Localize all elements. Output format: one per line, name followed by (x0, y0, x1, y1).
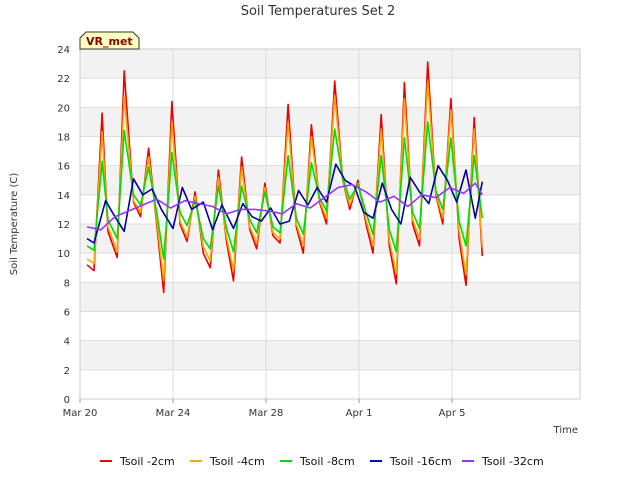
plot-band (80, 311, 580, 341)
station-badge: VR_met (79, 31, 140, 50)
y-tick-label: 22 (57, 74, 70, 85)
plot-band (80, 194, 580, 224)
series-lines (86, 61, 484, 294)
x-tick-label: Apr 1 (346, 408, 373, 419)
y-tick-label: 20 (57, 103, 70, 114)
x-axis: Mar 20 Mar 24 Mar 28 Apr 1 Apr 5 (63, 399, 466, 419)
y-tick-label: 18 (57, 133, 70, 144)
y-tick-label: 6 (64, 308, 70, 319)
legend: Tsoil -2cm Tsoil -4cm Tsoil -8cm Tsoil -16c… (100, 455, 544, 468)
legend-label: Tsoil -8cm (299, 455, 355, 468)
badge-shape (79, 31, 140, 50)
legend-label: Tsoil -4cm (209, 455, 265, 468)
plot-band (80, 253, 580, 283)
chart-title: Soil Temperatures Set 2 (241, 4, 396, 19)
y-tick-label: 4 (64, 337, 70, 348)
x-tick-label: Mar 28 (249, 408, 284, 419)
legend-label: Tsoil -32cm (481, 455, 544, 468)
x-axis-label: Time (553, 425, 578, 436)
y-axis-label: Soil Temperature (C) (9, 173, 20, 276)
legend-label: Tsoil -16cm (389, 455, 452, 468)
plot-frame (79, 48, 581, 400)
badge-label: VR_met (86, 35, 133, 48)
plot-band (80, 340, 580, 370)
y-tick-label: 14 (57, 191, 70, 202)
plot-band (80, 107, 580, 137)
x-tick-label: Mar 24 (156, 408, 191, 419)
plot-band (80, 78, 580, 108)
plot-band (80, 224, 580, 254)
y-tick-label: 24 (57, 45, 70, 56)
x-tick-label: Apr 5 (439, 408, 466, 419)
plot-band (80, 369, 580, 399)
plot-band (80, 49, 580, 79)
y-tick-label: 2 (64, 366, 70, 377)
y-tick-label: 12 (57, 220, 70, 231)
y-tick-label: 0 (64, 395, 70, 406)
y-tick-label: 16 (57, 162, 70, 173)
series-line-tsoil-32cm (86, 182, 483, 231)
y-tick-label: 10 (57, 249, 70, 260)
legend-label: Tsoil -2cm (119, 455, 175, 468)
plot-band (80, 282, 580, 312)
series-line-tsoil-16cm (86, 163, 484, 244)
x-tick-label: Mar 20 (63, 408, 98, 419)
y-tick-label: 8 (64, 278, 70, 289)
